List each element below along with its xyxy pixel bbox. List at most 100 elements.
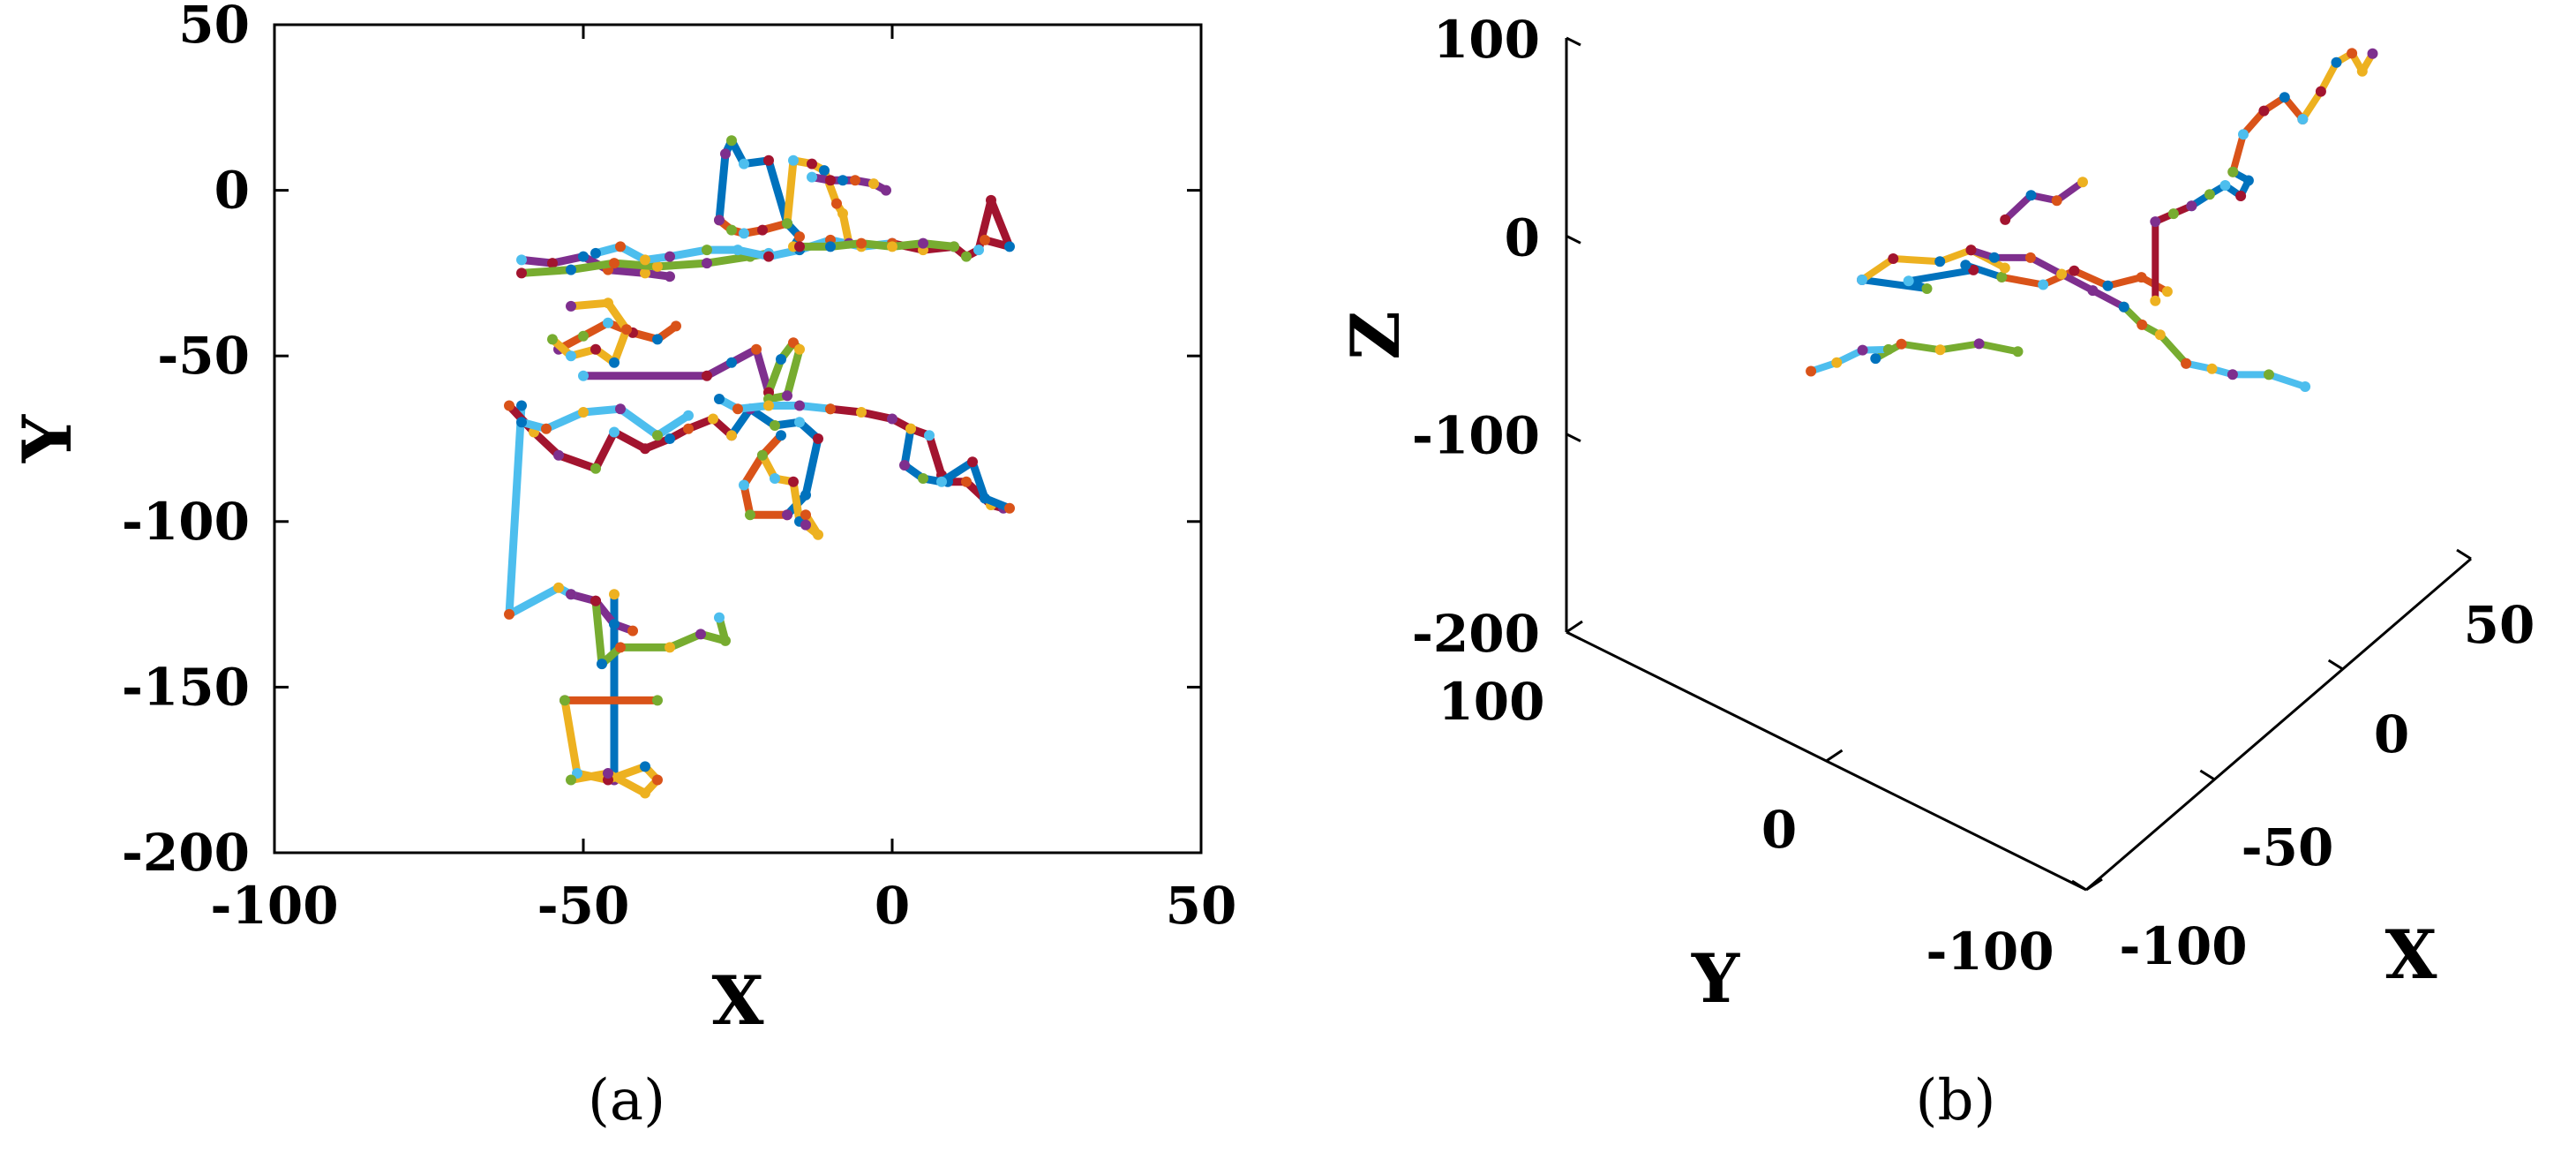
trajectory-point xyxy=(603,297,613,309)
trajectory-point xyxy=(788,154,799,166)
trajectory-point xyxy=(720,148,731,160)
y-tick-label: 0 xyxy=(214,161,250,221)
trajectory-point xyxy=(763,400,774,411)
trajectory-3d-point xyxy=(1960,260,1971,271)
trajectory-point xyxy=(665,433,675,444)
trajectory-point xyxy=(776,354,786,365)
trajectory-point xyxy=(714,215,725,226)
trajectory-point xyxy=(578,251,589,262)
trajectory-point xyxy=(627,625,638,636)
trajectory-3d-point xyxy=(1934,344,1946,356)
trajectory-point xyxy=(936,476,947,487)
y-tick-mark xyxy=(1825,749,1844,763)
trajectory-3d-point xyxy=(2181,358,2192,369)
trajectory-point xyxy=(905,423,916,434)
y-tick-label: -150 xyxy=(122,657,250,717)
trajectory-3d-point xyxy=(2235,191,2247,201)
trajectory-point xyxy=(609,258,620,269)
trajectory-point xyxy=(547,334,558,345)
trajectory-point xyxy=(640,443,650,455)
trajectory-point xyxy=(566,774,576,786)
trajectory-3d-segment-10 xyxy=(2001,178,2086,223)
panel-a-axes-box xyxy=(273,23,1203,855)
trajectory-segment-8 xyxy=(740,431,792,519)
trajectory-point xyxy=(615,642,626,653)
trajectory-point xyxy=(918,473,928,484)
trajectory-point xyxy=(560,695,570,706)
trajectory-point xyxy=(800,489,811,501)
panel-a-trajectory-lines xyxy=(504,135,1015,799)
panel-a-x-axis-label: X xyxy=(712,961,764,1040)
trajectory-point xyxy=(695,629,706,640)
trajectory-point xyxy=(726,357,737,368)
trajectory-3d-point xyxy=(2000,214,2011,225)
z-tick-label: -200 xyxy=(1412,604,1540,664)
trajectory-point xyxy=(739,228,749,239)
trajectory-point xyxy=(763,154,774,166)
trajectory-point xyxy=(516,400,527,411)
trajectory-3d-point xyxy=(2279,92,2290,103)
trajectory-3d-point xyxy=(2219,180,2231,191)
x-tick-label: -50 xyxy=(537,876,630,936)
trajectory-3d-point xyxy=(1934,256,1946,267)
trajectory-point xyxy=(837,207,848,219)
trajectory-3d-point xyxy=(2367,48,2378,59)
trajectory-point xyxy=(640,267,650,279)
trajectory-3d-point xyxy=(2051,195,2062,207)
trajectory-point xyxy=(665,642,675,653)
x-tick-mark xyxy=(2071,879,2087,892)
trajectory-point xyxy=(825,241,836,252)
trajectory-point xyxy=(986,194,996,206)
trajectory-point xyxy=(516,267,527,279)
trajectory-3d-point xyxy=(1968,264,1979,275)
trajectory-3d-point xyxy=(2161,286,2173,297)
trajectory-point xyxy=(516,417,527,428)
trajectory-point xyxy=(757,449,768,461)
trajectory-point xyxy=(868,178,879,190)
trajectory-point xyxy=(665,271,675,282)
trajectory-point xyxy=(615,403,626,415)
trajectory-point xyxy=(825,175,836,186)
panel-b-z-axis-label: Z xyxy=(1336,311,1415,359)
trajectory-point xyxy=(967,456,978,468)
trajectory-point xyxy=(899,460,910,471)
panel-a-y-axis-label: Y xyxy=(8,414,86,463)
x-tick-label: -100 xyxy=(2119,916,2247,976)
trajectory-point xyxy=(504,608,514,620)
trajectory-point xyxy=(763,251,774,262)
y-tick-mark xyxy=(1566,620,1583,634)
trajectory-3d-point xyxy=(2150,295,2161,306)
trajectory-3d-point xyxy=(2347,48,2358,59)
trajectory-3d-point xyxy=(2136,272,2147,283)
trajectory-3d-point xyxy=(1973,338,1985,350)
trajectory-point xyxy=(807,171,817,183)
trajectory-3d-point xyxy=(1888,253,1899,264)
trajectory-segment-14 xyxy=(900,425,1014,513)
trajectory-point xyxy=(541,423,552,434)
trajectory-3d-point xyxy=(1831,357,1843,368)
trajectory-point xyxy=(702,370,712,381)
trajectory-3d-point xyxy=(2204,189,2215,200)
trajectory-3d-point xyxy=(1988,252,2000,263)
trajectory-point xyxy=(739,158,749,169)
trajectory-point xyxy=(819,165,830,177)
trajectory-3d-point xyxy=(2087,285,2099,297)
trajectory-point xyxy=(949,241,959,252)
trajectory-3d-segment-5 xyxy=(2182,359,2309,390)
trajectory-3d-point xyxy=(2186,200,2197,212)
trajectory-3d-point xyxy=(2242,175,2254,186)
trajectory-3d-point xyxy=(2069,265,2080,276)
trajectory-3d-point xyxy=(2056,268,2068,280)
trajectory-point xyxy=(757,224,768,236)
trajectory-point xyxy=(776,430,786,441)
z-tick-mark xyxy=(1566,433,1581,443)
trajectory-point xyxy=(745,509,755,521)
trajectory-point xyxy=(665,251,675,262)
trajectory-point xyxy=(794,417,805,428)
z-tick-label: -100 xyxy=(1412,406,1540,466)
trajectory-3d-point xyxy=(2264,369,2274,380)
trajectory-point xyxy=(720,635,731,646)
trajectory-3d-point xyxy=(2024,252,2036,263)
panel-b-axes xyxy=(1565,38,2472,892)
